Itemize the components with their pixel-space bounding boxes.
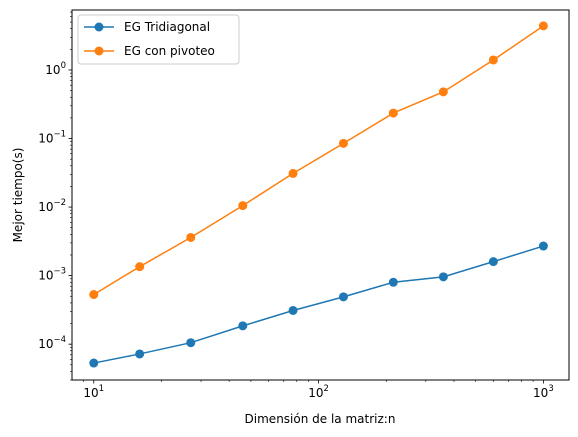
plot-frame <box>71 9 570 381</box>
series-point-1 <box>238 201 248 211</box>
x-tick-label: 102 <box>308 384 329 400</box>
y-tick-label: 10−3 <box>38 267 66 283</box>
legend-marker-tridiagonal <box>94 22 104 32</box>
major-ticks: 101 102 103 10−4 10−3 10−2 10−1 100 <box>38 61 554 400</box>
series-point-1 <box>135 262 145 272</box>
series-point-0 <box>388 277 398 287</box>
series-point-0 <box>438 272 448 282</box>
series-point-1 <box>89 290 99 300</box>
series-layer <box>89 21 548 368</box>
series-point-0 <box>135 349 145 359</box>
x-axis-title: Dimensión de la matriz:n <box>245 412 396 426</box>
legend: EG Tridiagonal EG con pivoteo <box>77 14 240 65</box>
series-point-0 <box>288 305 298 315</box>
y-axis-title: Mejor tiempo(s) <box>11 148 25 243</box>
series-point-1 <box>538 21 548 31</box>
legend-label-tridiagonal: EG Tridiagonal <box>124 20 210 34</box>
series-point-1 <box>438 87 448 97</box>
series-line-0 <box>93 245 544 364</box>
y-tick-label: 10−2 <box>38 198 66 214</box>
y-tick-label: 100 <box>45 61 66 77</box>
series-point-1 <box>388 108 398 118</box>
series-point-1 <box>488 55 498 65</box>
series-line-1 <box>93 25 544 296</box>
series-point-1 <box>338 138 348 148</box>
series-0 <box>89 241 548 368</box>
series-point-0 <box>186 338 196 348</box>
series-point-0 <box>338 292 348 302</box>
series-1 <box>89 21 548 300</box>
series-point-0 <box>488 257 498 267</box>
series-point-0 <box>538 241 548 251</box>
x-tick-label: 101 <box>83 384 104 400</box>
series-point-1 <box>288 168 298 178</box>
y-tick-label: 10−1 <box>38 130 66 146</box>
series-point-1 <box>186 232 196 242</box>
legend-label-pivoteo: EG con pivoteo <box>124 44 215 58</box>
x-tick-label: 103 <box>533 384 554 400</box>
legend-marker-pivoteo <box>94 46 104 56</box>
legend-box <box>77 14 240 65</box>
series-point-0 <box>89 358 99 368</box>
y-tick-label: 10−4 <box>38 335 66 351</box>
plot-area <box>72 10 569 380</box>
series-point-0 <box>238 321 248 331</box>
